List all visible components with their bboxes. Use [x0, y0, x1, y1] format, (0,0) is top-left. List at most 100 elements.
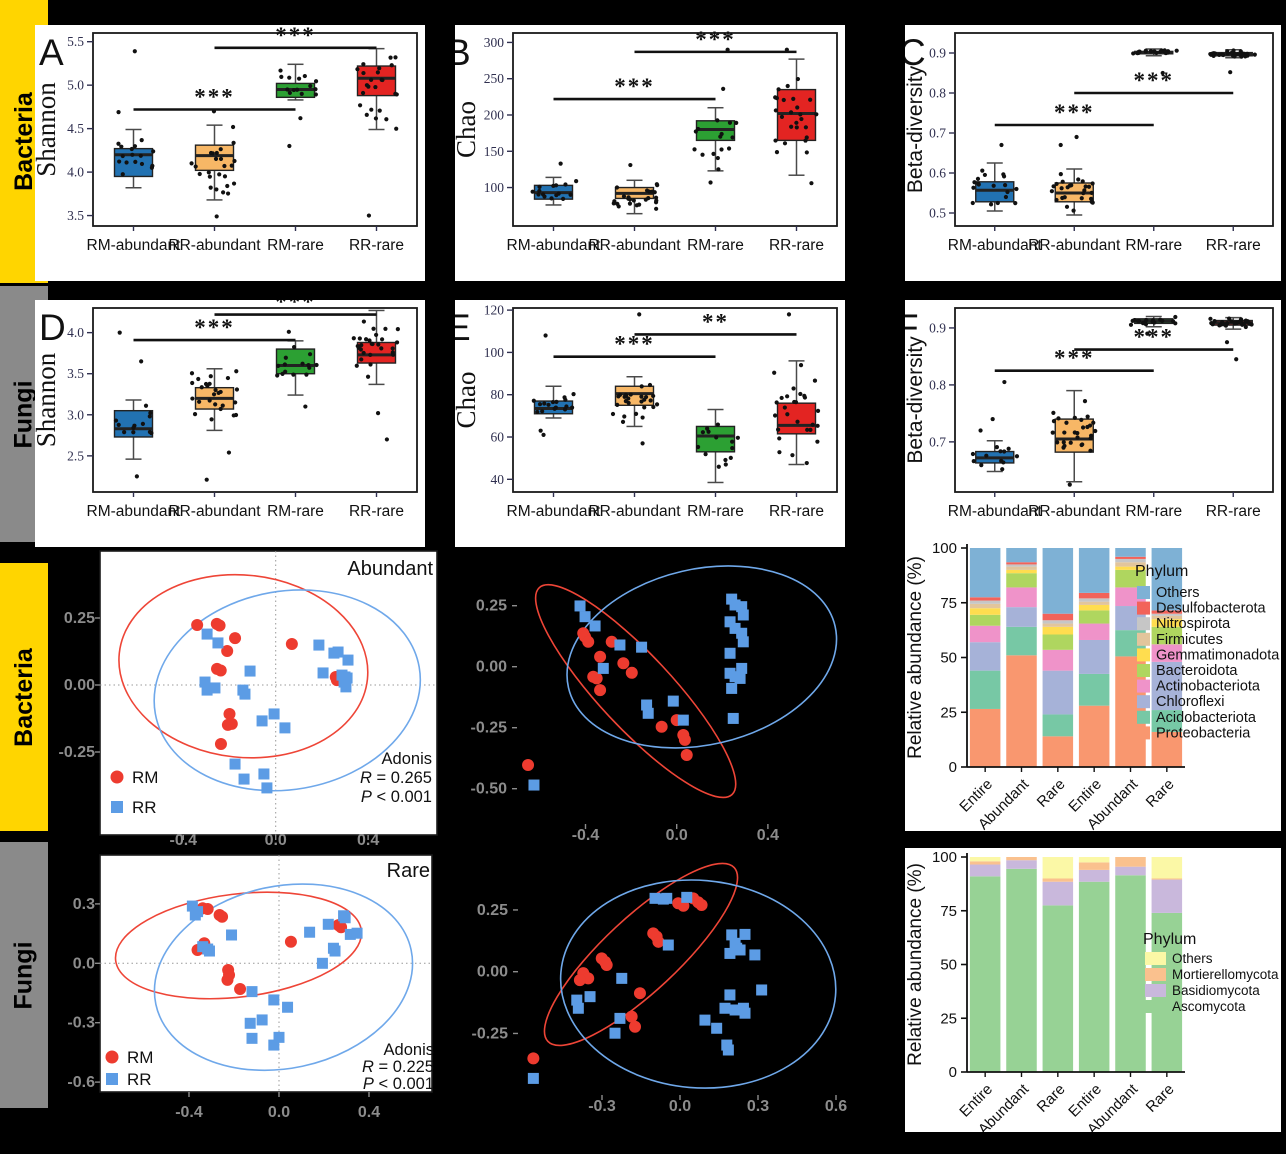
sample-point	[229, 163, 234, 168]
rr-point	[649, 892, 661, 904]
adonis-stat: P < 0.001	[363, 1075, 434, 1093]
bar-segment-Ascomycota	[1006, 868, 1037, 1072]
bar-segment-Acidobacteriota	[1006, 626, 1037, 656]
rr-point	[614, 639, 626, 651]
rr-point	[729, 622, 741, 634]
sample-point	[988, 202, 994, 207]
sample-point	[794, 125, 799, 130]
sample-point	[815, 423, 820, 428]
sample-point	[715, 422, 721, 427]
bar-segment-Actinobacteriota	[1151, 644, 1183, 662]
sample-point	[795, 76, 801, 82]
legend-rm-label: RM	[127, 1048, 153, 1067]
sample-point	[791, 386, 796, 391]
sample-point	[531, 398, 536, 403]
sample-point	[615, 402, 620, 407]
sample-point	[777, 450, 782, 455]
x-tick-label: 0.4	[357, 832, 379, 849]
bar-segment-Mortierellomycota	[1151, 878, 1183, 880]
rm-point	[522, 759, 535, 772]
bar-segment-Actinobacteriota	[1078, 623, 1110, 640]
bar-segment-Nitrospirota	[1151, 613, 1183, 616]
rr-point	[268, 708, 280, 720]
rm-point	[573, 974, 586, 987]
sample-point	[716, 464, 721, 469]
sample-point	[773, 95, 778, 100]
legend-key-Acidobacteriota	[1137, 710, 1150, 724]
rr-point	[597, 662, 609, 674]
sidebar-band-fungi-beta: Fungi	[0, 842, 48, 1108]
sample-point	[776, 427, 781, 432]
sample-point	[1163, 49, 1168, 54]
rr-point	[527, 1072, 539, 1084]
rr-point	[572, 1002, 584, 1014]
sample-point	[192, 411, 198, 417]
sample-point	[980, 168, 985, 173]
rr-point	[662, 939, 674, 951]
sample-point	[695, 444, 701, 450]
sample-point	[207, 381, 212, 386]
sample-point	[222, 163, 227, 169]
y-tick-label: 25	[940, 1010, 957, 1027]
sample-point	[1080, 425, 1086, 430]
outlier-point	[1074, 134, 1079, 140]
y-tick-label: 300	[484, 35, 505, 50]
outlier-point	[543, 333, 548, 338]
bar-segment-Desulfobacterota	[1078, 592, 1110, 599]
sample-point	[735, 435, 740, 440]
rr-point	[322, 918, 334, 930]
outlier-point	[375, 411, 381, 416]
sample-point	[361, 350, 366, 356]
sample-point	[808, 97, 813, 102]
sample-point	[197, 171, 202, 177]
sample-point	[306, 362, 311, 368]
rm-point	[680, 749, 693, 762]
sample-point	[975, 176, 981, 181]
rr-point	[729, 1004, 741, 1016]
y-tick-label: 0.25	[477, 902, 508, 919]
box-RM-rare	[1128, 314, 1178, 336]
sidebar-label: Fungi	[9, 940, 38, 1010]
box-RM-abundant	[970, 142, 1019, 212]
plot-area	[99, 854, 433, 1093]
category-label: RR-abundant	[1028, 503, 1121, 520]
sample-point	[812, 378, 818, 383]
sample-point	[1014, 454, 1020, 459]
bar-segment-Bacteroidota	[1006, 573, 1037, 588]
sample-point	[788, 110, 794, 115]
sample-point	[232, 158, 237, 164]
outlier-point	[999, 142, 1004, 148]
outlier-point	[798, 363, 804, 368]
sample-point	[1065, 185, 1070, 190]
sample-point	[1002, 182, 1008, 188]
sample-point	[1247, 321, 1252, 326]
y-tick-label: 0.00	[476, 659, 507, 676]
sample-point	[394, 340, 400, 345]
sample-point	[1148, 48, 1154, 54]
rr-point	[209, 682, 221, 694]
significance-stars: ***	[275, 300, 316, 315]
sample-point	[1238, 49, 1243, 54]
legend-key-Gemmatimonadota	[1137, 648, 1150, 662]
rm-point	[214, 664, 227, 677]
sample-point	[1014, 186, 1019, 192]
bar-segment-Chloroflexi	[1078, 639, 1110, 674]
box-RR-rare	[1208, 316, 1254, 362]
sample-point	[1061, 445, 1066, 450]
sample-point	[138, 153, 143, 158]
sample-point	[782, 141, 788, 146]
rr-point	[636, 641, 648, 653]
box-RR-abundant	[189, 368, 240, 482]
y-axis-label: Relative abundance (%)	[905, 863, 926, 1066]
sample-point	[230, 124, 236, 130]
bar-segment-Ascomycota	[969, 876, 1001, 1072]
sample-point	[620, 419, 626, 425]
y-tick-label: 0.9	[929, 46, 946, 61]
sample-point	[304, 372, 309, 377]
sample-point	[359, 357, 364, 362]
bar-segment-Proteobacteria	[969, 708, 1001, 767]
category-label: RM-abundant	[507, 503, 602, 520]
sample-point	[651, 404, 656, 410]
